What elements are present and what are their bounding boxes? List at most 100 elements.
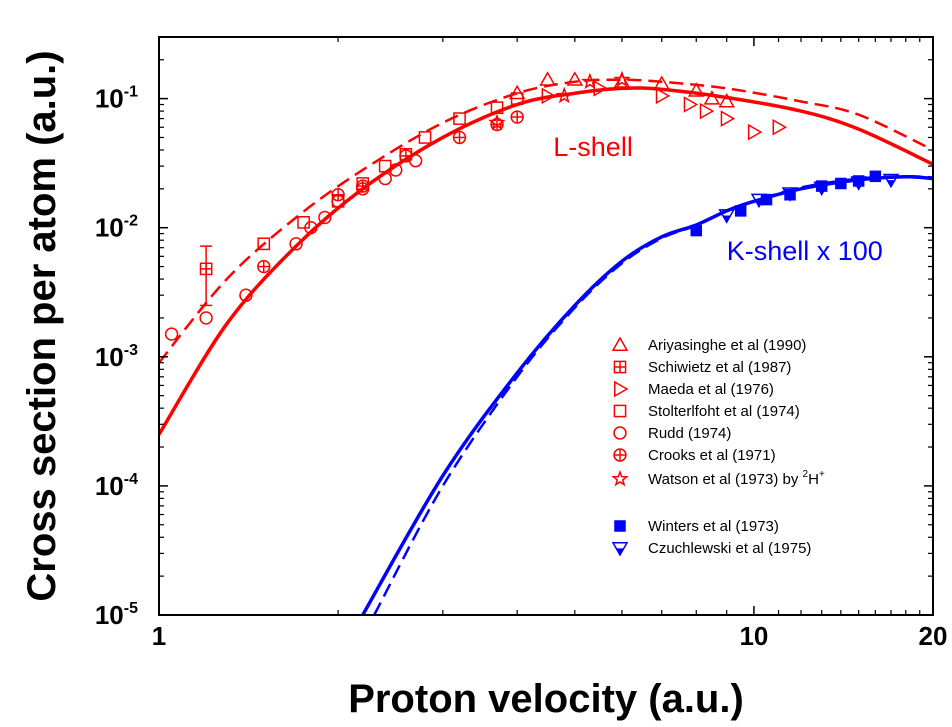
data-point-triangle-right bbox=[699, 102, 715, 120]
data-point-square bbox=[490, 101, 504, 115]
legend-entry: Maeda et al (1976) bbox=[614, 380, 774, 398]
data-point-star bbox=[613, 70, 631, 88]
marker-overlay bbox=[884, 175, 898, 187]
data-point-square bbox=[257, 237, 271, 251]
marker-overlay bbox=[613, 543, 627, 555]
legend-marker-square-cross bbox=[613, 360, 627, 374]
data-point-circle bbox=[318, 210, 332, 225]
marker-shape bbox=[614, 520, 626, 532]
marker-shape bbox=[772, 118, 788, 136]
legend-entry: Winters et al (1973) bbox=[614, 518, 779, 535]
data-point-triangle-down-half bbox=[781, 187, 799, 202]
data-point-filled-square bbox=[734, 205, 747, 217]
marker-shape bbox=[690, 224, 703, 237]
marker-shape bbox=[835, 177, 847, 190]
data-point-star bbox=[488, 113, 506, 131]
curves-layer bbox=[159, 78, 933, 615]
data-point-circle-cross bbox=[356, 179, 370, 193]
marker-shape bbox=[611, 336, 629, 351]
x-axis-title: Proton velocity (a.u.) bbox=[348, 677, 744, 721]
marker-shape bbox=[257, 237, 271, 251]
legend-label: Czuchlewski et al (1975) bbox=[648, 540, 811, 557]
marker-shape bbox=[734, 205, 747, 217]
data-point-circle bbox=[199, 311, 213, 325]
y-tick-label: 10-2 bbox=[95, 213, 138, 243]
marker-shape bbox=[318, 210, 332, 225]
legend-entry: Ariyasinghe et al (1990) bbox=[611, 336, 806, 354]
marker-shape bbox=[720, 110, 736, 127]
data-point-triangle-down-half bbox=[750, 193, 768, 209]
data-point-circle bbox=[304, 220, 318, 235]
marker-shape bbox=[699, 102, 715, 120]
data-point-triangle-down-half bbox=[718, 209, 735, 224]
data-point-triangle-up bbox=[539, 71, 556, 86]
data-point-circle-cross bbox=[510, 110, 524, 124]
marker-shape bbox=[164, 327, 179, 341]
y-tick-label: 10-5 bbox=[95, 600, 138, 630]
data-point-triangle-up bbox=[653, 75, 671, 90]
data-point-triangle-down-half bbox=[813, 181, 830, 196]
legend-entry: Czuchlewski et al (1975) bbox=[611, 540, 811, 557]
marker-shape bbox=[611, 469, 629, 487]
legend-label: Rudd (1974) bbox=[648, 425, 731, 442]
x-tick-label: 20 bbox=[919, 621, 948, 651]
data-point-triangle-up bbox=[566, 71, 584, 86]
data-point-circle bbox=[378, 171, 392, 186]
tick-labels-layer: 1 10 20 10-5 10-4 10-3 10-2 10-1 bbox=[95, 84, 948, 651]
marker-shape bbox=[199, 311, 213, 325]
data-point-triangle-down-half bbox=[882, 173, 900, 189]
annotation-l-shell: L-shell bbox=[553, 132, 633, 162]
y-axis-title: Cross section per atom (a.u.) bbox=[20, 50, 64, 601]
legend-label: Ariyasinghe et al (1990) bbox=[648, 337, 806, 354]
marker-shape bbox=[581, 72, 599, 90]
legend-marker-triangle-right bbox=[614, 380, 629, 398]
markers-layer bbox=[164, 70, 900, 341]
marker-shape bbox=[453, 112, 466, 125]
x-tick-label: 10 bbox=[739, 621, 768, 651]
marker-fill bbox=[722, 215, 732, 224]
legend-entry: Crooks et al (1971) bbox=[613, 447, 776, 464]
marker-fill bbox=[785, 193, 795, 202]
marker-shape bbox=[378, 171, 392, 186]
data-point-triangle-right bbox=[772, 118, 788, 136]
data-point-triangle-right bbox=[541, 87, 557, 105]
marker-fill bbox=[886, 180, 896, 188]
data-point-triangle-right bbox=[655, 87, 671, 105]
data-point-circle-cross bbox=[331, 188, 345, 202]
data-point-circle bbox=[289, 237, 303, 251]
data-point-triangle-right bbox=[720, 110, 736, 127]
marker-shape bbox=[490, 101, 504, 115]
l-shell-solid-curve bbox=[159, 86, 933, 436]
marker-shape bbox=[869, 170, 882, 183]
plot-frame bbox=[158, 36, 934, 616]
marker-shape bbox=[683, 96, 699, 113]
legend-entry: Watson et al (1973) by 2H+ bbox=[611, 469, 825, 488]
marker-shape bbox=[718, 92, 735, 108]
data-point-filled-square bbox=[835, 177, 847, 190]
k-shell-x-100-dashed-curve bbox=[373, 175, 933, 615]
data-point-star bbox=[555, 86, 573, 104]
data-point-square-cross bbox=[199, 262, 213, 276]
data-point-square bbox=[453, 112, 466, 125]
data-point-triangle-down-half bbox=[850, 176, 867, 191]
y-tick-label: 10-1 bbox=[95, 84, 138, 114]
legend-label: Schiwietz et al (1987) bbox=[648, 359, 791, 376]
annotations-layer: L-shell K-shell x 100 bbox=[553, 132, 883, 266]
data-point-circle-cross bbox=[490, 117, 504, 132]
data-point-square bbox=[418, 131, 432, 144]
data-point-triangle-right bbox=[747, 123, 763, 141]
marker-shape bbox=[389, 163, 403, 177]
marker-shape bbox=[703, 90, 721, 105]
legend-label: Stolterlfoht et al (1974) bbox=[648, 403, 800, 420]
legend-label: Winters et al (1973) bbox=[648, 518, 779, 535]
data-point-circle-cross bbox=[257, 259, 271, 274]
ticks-layer bbox=[158, 37, 934, 616]
marker-shape bbox=[653, 75, 671, 90]
marker-fill bbox=[817, 187, 827, 196]
y-tick-label: 10-4 bbox=[95, 471, 138, 501]
marker-shape bbox=[614, 380, 629, 398]
y-tick-label: 10-3 bbox=[95, 342, 138, 372]
data-point-triangle-up bbox=[718, 92, 735, 108]
marker-shape bbox=[613, 426, 627, 440]
legend-marker-triangle-down-half bbox=[611, 542, 629, 557]
